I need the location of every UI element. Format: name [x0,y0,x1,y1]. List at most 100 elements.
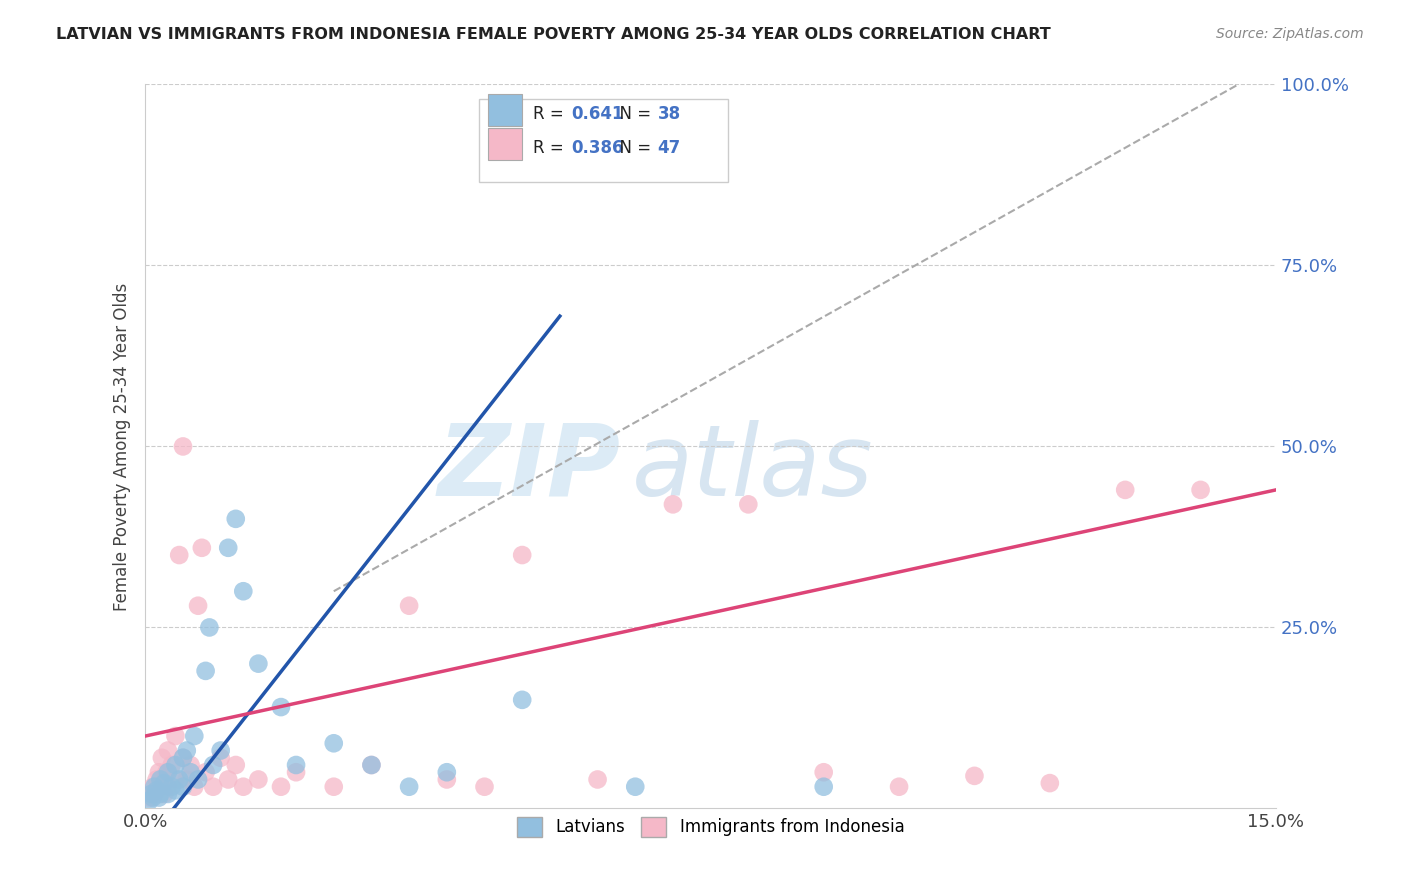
Legend: Latvians, Immigrants from Indonesia: Latvians, Immigrants from Indonesia [510,810,911,844]
Text: 47: 47 [658,139,681,157]
Point [142,780,165,794]
Point [191,541,214,555]
Text: LATVIAN VS IMMIGRANTS FROM INDONESIA FEMALE POVERTY AMONG 25-34 YEAR OLDS CORREL: LATVIAN VS IMMIGRANTS FROM INDONESIA FEM… [56,27,1052,42]
Point [138,794,160,808]
Text: N =: N = [609,139,657,157]
Point [202,780,225,794]
Point [183,780,205,794]
Point [172,780,194,794]
Point [360,758,382,772]
Point [436,772,458,787]
Text: R =: R = [533,139,569,157]
Point [209,743,232,757]
Point [141,787,163,801]
Point [209,751,232,765]
Point [172,751,194,765]
Point [160,780,183,794]
Point [183,729,205,743]
Point [176,743,198,757]
Point [180,758,202,772]
Point [165,758,187,772]
Point [172,751,194,765]
Point [138,790,160,805]
Point [270,700,292,714]
Point [156,743,179,757]
Point [167,772,190,787]
Point [148,790,170,805]
Point [217,772,239,787]
Point [225,512,247,526]
Point [141,787,163,801]
Point [172,439,194,453]
Point [737,497,759,511]
Point [887,780,910,794]
Point [285,758,308,772]
Text: 38: 38 [658,105,681,123]
Point [813,780,835,794]
Point [225,758,247,772]
FancyBboxPatch shape [488,94,522,127]
Point [247,772,270,787]
Text: atlas: atlas [631,419,873,516]
Point [187,772,209,787]
Point [180,765,202,780]
Point [1039,776,1062,790]
Point [165,783,187,797]
Point [156,787,179,801]
Point [202,758,225,772]
Point [963,769,986,783]
Point [322,780,344,794]
Point [167,548,190,562]
Point [1189,483,1212,497]
Text: ZIP: ZIP [437,419,620,516]
FancyBboxPatch shape [488,128,522,161]
Point [149,780,172,794]
Point [153,787,176,801]
Point [1114,483,1136,497]
Point [143,787,166,801]
Point [142,790,165,805]
FancyBboxPatch shape [479,99,727,182]
Point [474,780,496,794]
Point [165,772,187,787]
Point [813,765,835,780]
Point [194,664,217,678]
Point [217,541,239,555]
Text: N =: N = [609,105,657,123]
Point [436,765,458,780]
Point [194,765,217,780]
Text: 0.386: 0.386 [572,139,624,157]
Point [247,657,270,671]
Text: Source: ZipAtlas.com: Source: ZipAtlas.com [1216,27,1364,41]
Point [148,765,170,780]
Point [360,758,382,772]
Point [187,599,209,613]
Point [398,780,420,794]
Point [510,548,533,562]
Point [145,783,167,797]
Point [176,772,198,787]
Point [586,772,609,787]
Point [624,780,647,794]
Text: R =: R = [533,105,569,123]
Point [198,620,221,634]
Point [153,776,176,790]
Point [156,780,179,794]
Point [322,736,344,750]
Point [145,772,167,787]
Point [156,765,179,780]
Y-axis label: Female Poverty Among 25-34 Year Olds: Female Poverty Among 25-34 Year Olds [114,282,131,610]
Point [232,780,254,794]
Point [662,497,685,511]
Point [150,751,173,765]
Point [149,787,172,801]
Point [165,729,187,743]
Point [143,780,166,794]
Point [232,584,254,599]
Point [149,772,172,787]
Point [510,693,533,707]
Point [285,765,308,780]
Text: 0.641: 0.641 [572,105,624,123]
Point [398,599,420,613]
Point [155,765,177,780]
